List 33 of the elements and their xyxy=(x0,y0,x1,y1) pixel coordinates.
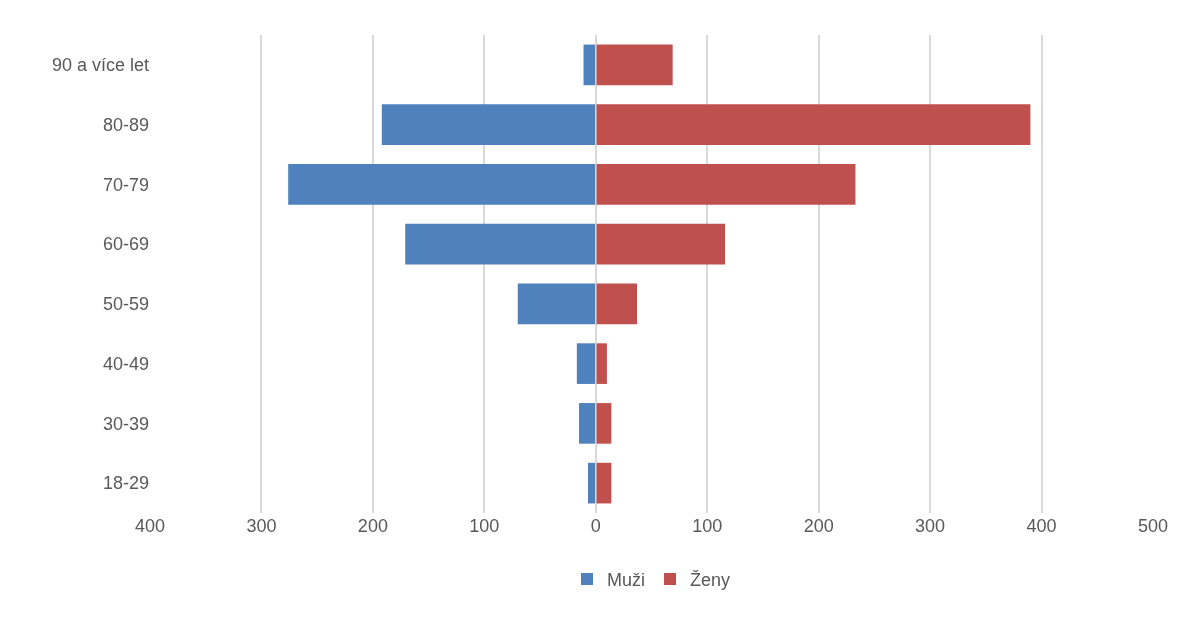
bar xyxy=(381,104,596,145)
bar xyxy=(595,104,1031,145)
bar xyxy=(576,343,596,384)
y-tick-label: 90 a více let xyxy=(51,55,149,76)
x-tick-label: 200 xyxy=(803,516,834,536)
bar xyxy=(595,403,612,444)
legend-label: Muži xyxy=(607,570,646,591)
x-tick-label: 300 xyxy=(246,516,277,536)
bar xyxy=(595,223,726,265)
bar xyxy=(405,223,596,265)
bar xyxy=(595,164,856,205)
x-tick-label: 400 xyxy=(134,516,166,536)
y-tick-label: 50-59 xyxy=(102,294,149,315)
legend-label: Ženy xyxy=(690,570,731,591)
y-tick-label: 70-79 xyxy=(102,174,149,195)
y-tick-label: 40-49 xyxy=(102,353,149,374)
x-tick-label: 100 xyxy=(692,516,723,536)
x-tick-label: 0 xyxy=(590,516,601,536)
y-tick-label: 30-39 xyxy=(102,413,149,434)
y-tick-label: 60-69 xyxy=(102,234,149,255)
bar xyxy=(288,164,596,205)
bar xyxy=(595,283,638,325)
x-tick-label: 100 xyxy=(469,516,500,536)
bar xyxy=(517,283,596,325)
x-tick-label: 400 xyxy=(1026,516,1057,536)
x-tick-label: 500 xyxy=(1137,516,1169,536)
y-tick-label: 80-89 xyxy=(102,114,149,135)
bar xyxy=(595,44,673,86)
x-tick-label: 200 xyxy=(357,516,388,536)
bar xyxy=(595,343,607,384)
x-tick-label: 300 xyxy=(915,516,946,536)
bar xyxy=(579,403,596,444)
y-tick-label: 18-29 xyxy=(102,473,149,494)
